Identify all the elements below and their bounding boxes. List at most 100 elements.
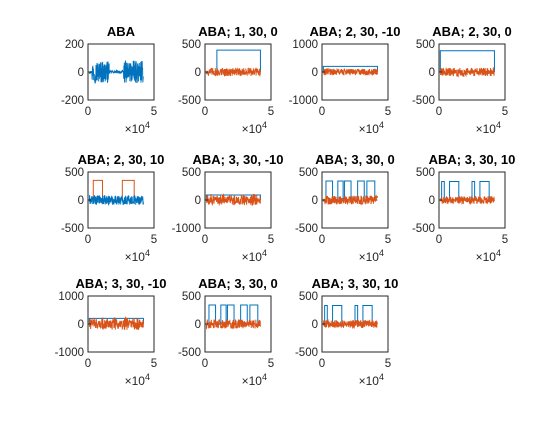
y-tick-label: -500: [412, 223, 435, 235]
y-tick-label: 1000: [292, 39, 318, 51]
x-exponent-power: 4: [496, 248, 501, 258]
subplot-title: ABA; 3, 30, -10: [192, 152, 283, 167]
y-tick-label: 500: [299, 291, 318, 303]
series-line-2: [88, 316, 144, 331]
x-exponent-label: ×104: [359, 372, 384, 388]
y-tick-label: 0: [195, 67, 201, 79]
x-tick-label: 0: [202, 106, 208, 118]
series-line-2: [439, 195, 495, 206]
series-line-2: [439, 66, 495, 78]
x-exponent-label: ×104: [125, 248, 150, 264]
x-tick-label: 5: [502, 234, 508, 246]
subplot-title: ABA; 3, 30, 0: [315, 152, 394, 167]
x-tick-label: 0: [202, 358, 208, 370]
data-layer: [322, 180, 378, 206]
x-tick-label: 0: [319, 234, 325, 246]
y-tick-label: -500: [295, 347, 318, 359]
x-exponent-power: 4: [145, 372, 150, 382]
x-tick-label: 5: [268, 234, 274, 246]
series-line-1: [88, 60, 144, 84]
series-line-2: [205, 318, 261, 330]
y-tick-label: 0: [429, 67, 435, 79]
y-tick-label: 500: [182, 167, 201, 179]
x-tick-label: 0: [85, 358, 91, 370]
data-layer: [205, 304, 261, 330]
subplot-title: ABA; 1, 30, 0: [198, 24, 277, 39]
x-exponent-power: 4: [379, 248, 384, 258]
y-tick-label: -500: [178, 347, 201, 359]
y-tick-label: 500: [65, 167, 84, 179]
x-tick-label: 0: [85, 106, 91, 118]
x-tick-label: 5: [268, 358, 274, 370]
x-tick-label: 5: [385, 358, 391, 370]
subplot-title: ABA; 3, 30, 10: [429, 152, 516, 167]
y-tick-label: -200: [61, 95, 84, 107]
x-tick-label: 0: [319, 106, 325, 118]
y-tick-label: -500: [295, 223, 318, 235]
y-tick-label: 500: [416, 167, 435, 179]
y-tick-label: 0: [78, 67, 84, 79]
x-exponent-label: ×104: [476, 248, 501, 264]
y-tick-label: 0: [312, 67, 318, 79]
series-line-2: [322, 67, 378, 77]
x-exponent-label: ×104: [476, 120, 501, 136]
subplot-title: ABA; 3, 30, -10: [75, 276, 166, 291]
y-tick-label: 500: [416, 39, 435, 51]
y-tick-label: -500: [61, 223, 84, 235]
subplot-title: ABA; 2, 30, 0: [432, 24, 511, 39]
x-exponent-label: ×104: [242, 372, 267, 388]
x-tick-label: 5: [151, 358, 157, 370]
y-tick-label: 500: [182, 291, 201, 303]
x-tick-label: 5: [268, 106, 274, 118]
series-line-1: [322, 180, 378, 201]
y-tick-label: 0: [312, 195, 318, 207]
y-tick-label: 200: [65, 39, 84, 51]
y-tick-label: 500: [182, 39, 201, 51]
subplot-title: ABA; 2, 30, 10: [78, 152, 165, 167]
x-exponent-label: ×104: [242, 248, 267, 264]
y-tick-label: -1000: [289, 95, 318, 107]
y-tick-label: 0: [429, 195, 435, 207]
data-layer: [88, 60, 144, 84]
x-exponent-label: ×104: [242, 120, 267, 136]
data-layer: [205, 49, 261, 77]
series-line-2: [88, 194, 144, 206]
x-exponent-label: ×104: [359, 248, 384, 264]
subplot-title: ABA; 3, 30, 0: [198, 276, 277, 291]
x-tick-label: 5: [385, 234, 391, 246]
x-exponent-power: 4: [145, 248, 150, 258]
x-tick-label: 5: [151, 234, 157, 246]
series-line-2: [205, 193, 261, 206]
y-tick-label: 0: [195, 195, 201, 207]
x-tick-label: 0: [202, 234, 208, 246]
y-tick-label: 0: [312, 319, 318, 331]
series-line-2: [322, 318, 378, 330]
x-exponent-power: 4: [262, 372, 267, 382]
x-tick-label: 5: [385, 106, 391, 118]
subplot-title: ABA; 3, 30, 10: [312, 276, 399, 291]
series-line-2: [322, 194, 378, 206]
x-exponent-label: ×104: [125, 120, 150, 136]
data-layer: [88, 179, 144, 206]
x-exponent-power: 4: [262, 248, 267, 258]
y-tick-label: 0: [78, 319, 84, 331]
y-tick-label: -500: [412, 95, 435, 107]
x-exponent-power: 4: [379, 372, 384, 382]
x-tick-label: 5: [151, 106, 157, 118]
y-tick-label: -500: [178, 95, 201, 107]
data-layer: [439, 181, 495, 206]
y-tick-label: -1000: [172, 223, 201, 235]
x-tick-label: 0: [436, 234, 442, 246]
subplot-title: ABA: [107, 24, 136, 39]
x-tick-label: 0: [436, 106, 442, 118]
